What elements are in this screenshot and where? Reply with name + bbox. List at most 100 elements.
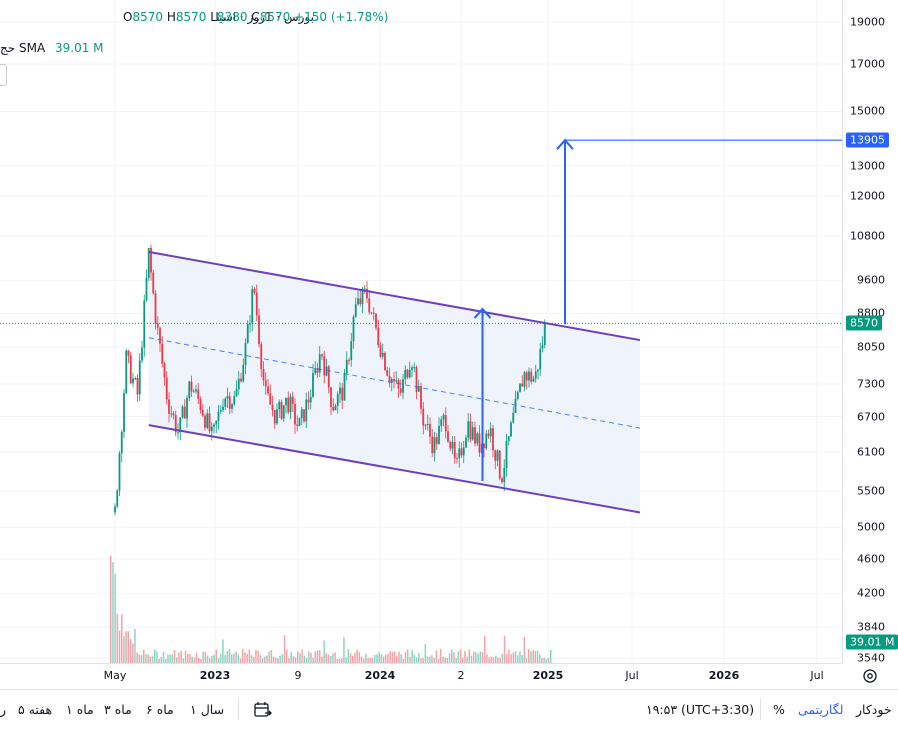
candle-body: [372, 312, 375, 314]
candle-body: [174, 415, 177, 433]
symbol-title: بورس · 1روز · اسیا: [215, 10, 314, 24]
price-tick-label: 12000: [850, 189, 885, 203]
candle-body: [307, 399, 310, 403]
volume-bar: [501, 653, 504, 663]
candle-body: [368, 298, 371, 313]
candle-body: [469, 421, 472, 440]
collapse-legend-handle[interactable]: [0, 64, 7, 86]
time-axis[interactable]: May 2023 9 2024 2 2025 Jul 2026 Jul: [0, 663, 842, 690]
volume-bar: [325, 652, 328, 663]
candle-body: [512, 412, 515, 423]
candle-body: [251, 289, 254, 324]
volume-bar: [138, 654, 141, 663]
candle-body: [143, 300, 146, 348]
volume-bar: [286, 649, 288, 663]
timeframe-1y[interactable]: سال ۱: [190, 702, 225, 717]
candle-body: [267, 386, 269, 394]
volume-bar: [110, 555, 112, 663]
volume-bar: [233, 653, 235, 663]
volume-bar: [488, 657, 490, 663]
ohlc-values: O8570 H8570 L8380 C8570 +150 (+1.78%): [123, 10, 388, 24]
candle-body: [237, 378, 240, 390]
candle-body: [530, 371, 533, 382]
volume-bar: [140, 654, 143, 663]
volume-legend: حج SMA 39.01 M: [0, 41, 104, 55]
volume-bar: [182, 658, 185, 663]
volume-bar: [462, 657, 464, 663]
volume-bar: [477, 653, 479, 663]
candle-body: [219, 410, 222, 412]
candle-body: [462, 447, 465, 456]
volume-bar: [534, 651, 537, 663]
candle-body: [154, 293, 157, 324]
volume-bar: [349, 653, 352, 663]
volume-bar: [376, 654, 378, 663]
timeframe-5d[interactable]: هفته ۵: [18, 702, 53, 717]
volume-bar: [411, 649, 413, 663]
timeframe-1m[interactable]: ماه ۱: [66, 702, 94, 717]
volume-bar: [270, 649, 273, 663]
candle-body: [501, 478, 503, 483]
time-tick-label: 2026: [708, 669, 740, 682]
volume-bar: [319, 650, 321, 663]
volume-bar: [160, 656, 163, 663]
percent-toggle[interactable]: %: [773, 702, 785, 717]
close-value: 8570: [259, 10, 291, 24]
candle-body: [507, 436, 510, 441]
candle-body: [282, 405, 285, 419]
price-tick-label: 5000: [857, 520, 885, 534]
timeframe-3m[interactable]: ماه ۳: [104, 702, 132, 717]
candle-body: [397, 380, 400, 389]
volume-bar: [191, 656, 193, 663]
volume-bar: [222, 639, 224, 663]
candle-body: [132, 378, 134, 384]
volume-bar: [292, 656, 295, 663]
candle-body: [453, 442, 456, 459]
high-value: 8570: [175, 10, 207, 24]
volume-bar: [266, 655, 268, 663]
candle-body: [161, 343, 164, 364]
volume-bar: [404, 651, 407, 663]
candle-body: [213, 424, 215, 427]
volume-indicator-name: SMA: [19, 41, 46, 55]
volume-bar: [332, 653, 334, 663]
candle-body: [354, 304, 357, 317]
candle-body: [503, 467, 506, 483]
log-scale-toggle[interactable]: لگاریتمی: [798, 702, 844, 717]
volume-bar: [459, 649, 462, 663]
auto-scale-toggle[interactable]: خودکار: [856, 702, 892, 717]
volume-bar: [145, 654, 147, 663]
volume-bar: [367, 658, 369, 663]
time-tick-label: 2023: [199, 669, 231, 682]
volume-bar: [202, 651, 204, 663]
volume-bar: [466, 656, 468, 663]
candle-body: [420, 386, 422, 409]
clock-timezone[interactable]: ۱۹:۵۳ (UTC+3:30): [646, 702, 755, 717]
volume-bar: [448, 653, 451, 663]
candle-body: [242, 364, 245, 382]
candle-body: [539, 348, 542, 370]
candle-body: [433, 437, 436, 454]
volume-bar: [470, 655, 473, 663]
price-axis[interactable]: 19000 17000 15000 13000 12000 10800 9600 8800 80…: [842, 0, 898, 665]
volume-bar: [334, 652, 336, 663]
volume-bar: [231, 654, 233, 663]
volume-bar: [330, 655, 332, 663]
candle-body: [291, 396, 294, 404]
volume-bar: [433, 657, 435, 663]
volume-bar: [118, 630, 121, 663]
date-range-icon[interactable]: [253, 701, 273, 719]
price-chart[interactable]: [0, 0, 842, 663]
volume-bar: [455, 657, 457, 663]
candle-body: [357, 298, 359, 305]
candle-body: [303, 409, 305, 422]
settings-gear-icon[interactable]: [862, 668, 878, 684]
candle-body: [415, 367, 418, 392]
candle-body: [114, 506, 116, 513]
timeframe-6m[interactable]: ماه ۶: [146, 702, 174, 717]
candle-body: [287, 397, 290, 413]
chart-canvas[interactable]: بورس · 1روز · اسیا O8570 H8570 L8380 C85…: [0, 0, 842, 663]
candle-body: [528, 371, 530, 381]
candle-body: [336, 393, 339, 406]
timeframe-partial[interactable]: ر: [0, 702, 7, 717]
